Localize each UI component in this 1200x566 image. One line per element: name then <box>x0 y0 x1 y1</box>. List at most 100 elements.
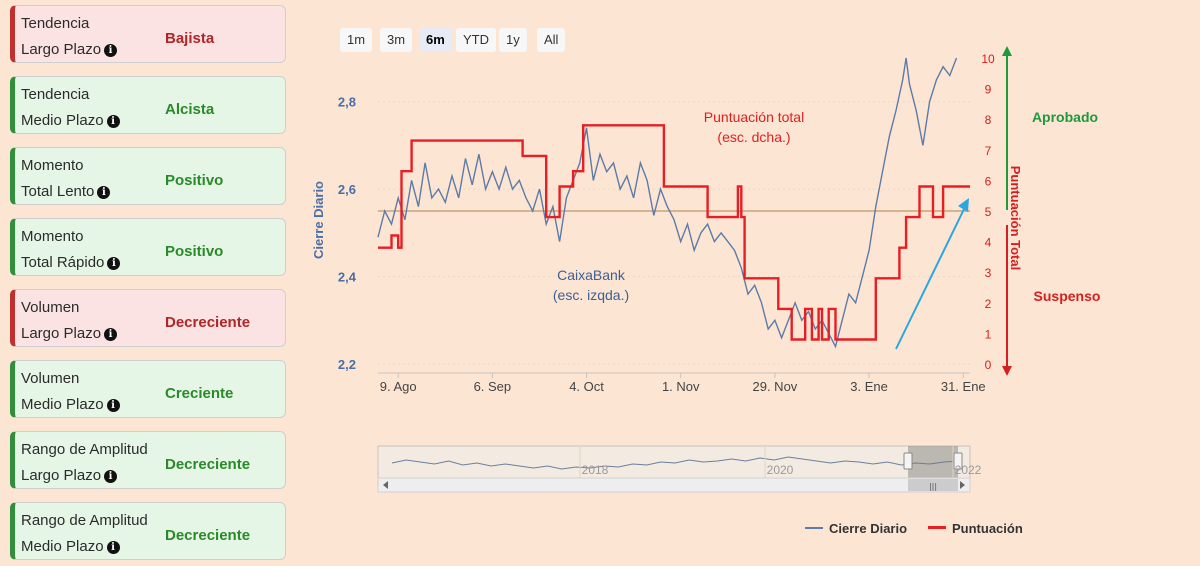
x-tick-label: 1. Nov <box>662 379 700 394</box>
legend-label: Cierre Diario <box>829 521 908 536</box>
info-icon[interactable]: i <box>106 541 120 554</box>
right-tick-label: 2 <box>985 297 992 311</box>
card-rango-largo[interactable]: Rango de Amplitud Largo Plazo i Decrecien… <box>10 431 286 489</box>
right-tick-label: 10 <box>981 52 995 66</box>
right-tick-label: 0 <box>985 358 992 372</box>
card-value: Alcista <box>165 101 215 118</box>
card-volumen-medio[interactable]: Volumen Medio Plazo i Creciente <box>10 360 286 418</box>
info-icon[interactable]: i <box>104 44 118 57</box>
scrollbar-thumb[interactable] <box>908 479 958 491</box>
card-title: Momento <box>21 228 84 245</box>
scrollbar-grip-icon: ||| <box>929 482 937 491</box>
score-annotation-title: Puntuación total <box>704 109 804 125</box>
x-tick-label: 9. Ago <box>380 379 417 394</box>
trend-arrow-icon <box>958 198 969 212</box>
card-title: Momento <box>21 157 84 174</box>
info-icon[interactable]: i <box>106 115 120 128</box>
left-axis-title: Cierre Diario <box>311 181 326 259</box>
right-tick-label: 9 <box>985 83 992 97</box>
card-title: Tendencia <box>21 15 90 32</box>
left-tick-label: 2,4 <box>338 270 357 285</box>
score-annotation-scale: (esc. dcha.) <box>717 129 790 145</box>
card-subtitle: Medio Plazo <box>21 538 104 555</box>
legend-item-price[interactable]: Cierre Diario <box>805 521 907 536</box>
card-tendencia-largo[interactable]: Tendencia Largo Plazo i Bajista <box>10 5 286 63</box>
card-subtitle: Largo Plazo <box>21 325 102 342</box>
legend-item-score[interactable]: Puntuación <box>928 521 1023 536</box>
card-volumen-largo[interactable]: Volumen Largo Plazo i Decreciente <box>10 289 286 347</box>
navigator-right-handle[interactable] <box>953 452 963 470</box>
left-tick-label: 2,6 <box>338 182 356 197</box>
range-button-6m[interactable]: 6m <box>419 28 452 52</box>
info-icon[interactable]: i <box>104 328 118 341</box>
info-icon[interactable]: i <box>106 399 120 412</box>
info-icon[interactable]: i <box>104 470 118 483</box>
navigator-selection[interactable] <box>908 446 958 478</box>
price-annotation-title: CaixaBank <box>557 267 626 283</box>
range-button-1y[interactable]: 1y <box>499 28 527 52</box>
card-tendencia-medio[interactable]: Tendencia Medio Plazo i Alcista <box>10 76 286 134</box>
scroll-left-icon[interactable] <box>383 481 388 489</box>
range-button-all[interactable]: All <box>537 28 566 52</box>
range-button-ytd[interactable]: YTD <box>456 28 496 52</box>
card-rango-medio[interactable]: Rango de Amplitud Medio Plazo i Decrecien… <box>10 502 286 560</box>
card-value: Decreciente <box>165 527 251 544</box>
card-title: Volumen <box>21 299 80 316</box>
card-value: Bajista <box>165 30 215 47</box>
arrow-up-icon <box>1002 46 1012 56</box>
card-value: Decreciente <box>165 456 251 473</box>
legend-swatch <box>805 527 823 529</box>
scroll-right-icon[interactable] <box>960 481 965 489</box>
grid-lines <box>378 101 970 365</box>
right-axis-title: Puntuación Total <box>1008 166 1023 270</box>
left-axis-ticks: 2,2 2,4 2,6 2,8 <box>338 95 357 372</box>
range-button-3m[interactable]: 3m <box>380 28 413 52</box>
info-icon[interactable]: i <box>107 257 121 270</box>
card-momento-lento[interactable]: Momento Total Lento i Positivo <box>10 147 286 205</box>
navigator-area[interactable] <box>377 445 971 479</box>
card-title: Volumen <box>21 370 80 387</box>
navigator-tick-label: 2018 <box>582 463 609 477</box>
right-tick-label: 4 <box>985 236 992 250</box>
card-subtitle: Largo Plazo <box>21 41 102 58</box>
trend-arrow-line <box>895 204 967 350</box>
card-title: Rango de Amplitud <box>21 441 148 458</box>
x-tick-label: 29. Nov <box>753 379 798 394</box>
card-subtitle: Medio Plazo <box>21 396 104 413</box>
card-value: Creciente <box>165 385 234 402</box>
legend-label: Puntuación <box>952 521 1023 536</box>
right-tick-label: 3 <box>985 266 992 280</box>
price-series-line[interactable] <box>377 57 958 349</box>
navigator-series-line <box>391 456 959 470</box>
score-series-line[interactable] <box>378 124 970 341</box>
right-tick-label: 7 <box>985 144 992 158</box>
left-tick-label: 2,2 <box>338 357 356 372</box>
card-title: Rango de Amplitud <box>21 512 148 529</box>
navigator-tick-label: 2022 <box>955 463 982 477</box>
card-subtitle: Largo Plazo <box>21 467 102 484</box>
failed-label: Suspenso <box>1034 288 1101 304</box>
card-subtitle: Total Rápido <box>21 254 105 271</box>
right-tick-label: 5 <box>985 205 992 219</box>
approved-label: Aprobado <box>1032 109 1098 125</box>
scrollbar-track[interactable] <box>377 477 971 493</box>
x-tick-label: 6. Sep <box>474 379 512 394</box>
card-momento-rapido[interactable]: Momento Total Rápido i Positivo <box>10 218 286 276</box>
card-subtitle: Total Lento <box>21 183 95 200</box>
info-icon[interactable]: i <box>97 186 111 199</box>
x-axis-ticks: 9. Ago 6. Sep 4. Oct 1. Nov 29. Nov 3. Ene 31.… <box>380 373 986 394</box>
card-title: Tendencia <box>21 86 90 103</box>
navigator-left-handle[interactable] <box>903 452 913 470</box>
price-annotation-scale: (esc. izqda.) <box>553 287 629 303</box>
card-subtitle: Medio Plazo <box>21 112 104 129</box>
card-value: Decreciente <box>165 314 251 331</box>
x-tick-label: 4. Oct <box>569 379 604 394</box>
navigator-ticks: 2018 2020 2022 <box>579 446 982 478</box>
right-tick-label: 6 <box>985 174 992 188</box>
legend-swatch <box>928 526 946 529</box>
arrow-down-icon <box>1002 366 1012 376</box>
navigator-tick-label: 2020 <box>767 463 794 477</box>
x-tick-label: 3. Ene <box>850 379 888 394</box>
range-button-1m[interactable]: 1m <box>340 28 373 52</box>
